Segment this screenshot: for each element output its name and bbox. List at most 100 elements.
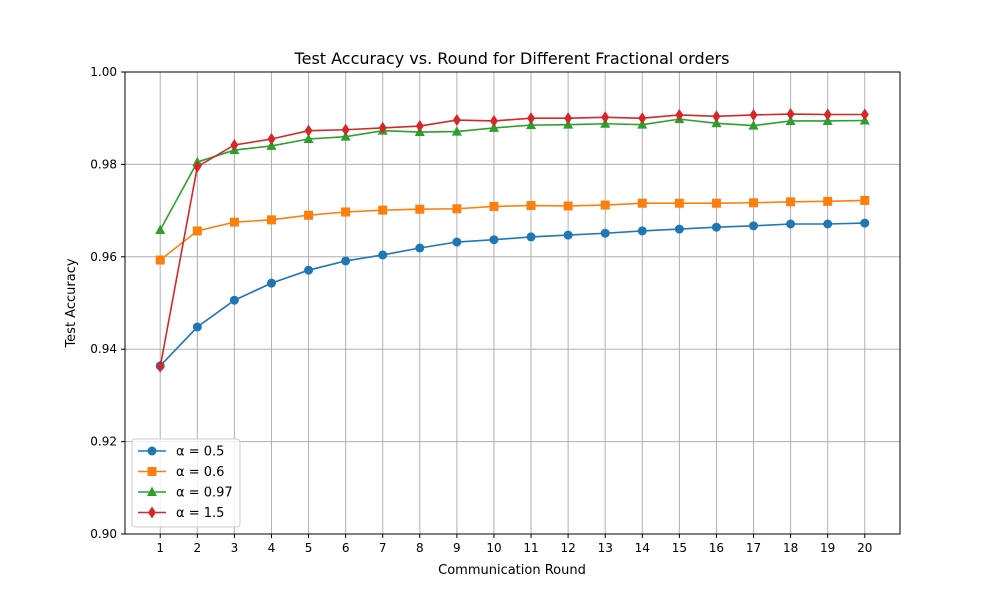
y-tick-label: 0.98 xyxy=(90,157,117,171)
marker-square xyxy=(860,195,870,205)
x-axis-label: Communication Round xyxy=(438,563,586,578)
marker-diamond xyxy=(786,108,795,121)
marker-circle xyxy=(674,224,684,234)
marker-triangle xyxy=(748,120,759,130)
x-tick-label: 7 xyxy=(379,541,387,555)
marker-circle xyxy=(860,218,870,228)
y-axis-label: Test Accuracy xyxy=(64,258,79,348)
marker-diamond xyxy=(415,120,424,133)
marker-circle xyxy=(526,232,536,242)
marker-square xyxy=(192,226,202,236)
y-tick-label: 1.00 xyxy=(90,65,117,79)
marker-diamond xyxy=(148,506,156,519)
x-tick-label: 11 xyxy=(523,541,538,555)
series-line xyxy=(159,118,865,231)
x-tick-label: 1 xyxy=(156,541,164,555)
x-tick-label: 4 xyxy=(268,541,276,555)
marker-diamond xyxy=(156,360,165,373)
marker-circle xyxy=(229,295,239,305)
marker-square xyxy=(415,204,425,214)
y-tick-label: 0.90 xyxy=(90,527,117,541)
x-tick-label: 3 xyxy=(231,541,239,555)
marker-square xyxy=(378,205,388,215)
marker-square xyxy=(147,467,157,476)
marker-diamond xyxy=(527,112,536,125)
marker-square xyxy=(229,217,239,227)
x-tick-label: 14 xyxy=(635,541,650,555)
marker-square xyxy=(823,196,833,206)
legend-label: α = 0.5 xyxy=(176,445,224,460)
marker-circle xyxy=(637,226,647,236)
marker-circle xyxy=(600,228,610,238)
series-square xyxy=(155,195,870,265)
y-tick-label: 0.96 xyxy=(90,250,117,264)
marker-circle xyxy=(341,256,351,266)
marker-circle xyxy=(266,278,276,288)
x-tick-label: 6 xyxy=(342,541,350,555)
marker-diamond xyxy=(675,108,684,121)
marker-circle xyxy=(786,219,796,229)
marker-diamond xyxy=(304,124,313,137)
series-circle xyxy=(155,218,870,371)
marker-triangle xyxy=(711,117,722,128)
y-tick-label: 0.94 xyxy=(90,342,117,356)
x-tick-label: 5 xyxy=(305,541,313,555)
marker-square xyxy=(563,201,573,211)
marker-circle xyxy=(415,243,425,253)
marker-square xyxy=(266,215,276,225)
marker-square xyxy=(711,198,721,208)
marker-triangle xyxy=(303,133,314,143)
marker-triangle xyxy=(785,115,796,125)
x-tick-label: 12 xyxy=(560,541,575,555)
grid xyxy=(125,71,900,535)
marker-diamond xyxy=(638,112,647,125)
marker-diamond xyxy=(712,110,721,123)
marker-square xyxy=(600,200,610,210)
marker-diamond xyxy=(564,112,573,125)
x-tick-label: 16 xyxy=(709,541,724,555)
marker-circle xyxy=(711,222,721,232)
marker-diamond xyxy=(749,108,758,121)
marker-square xyxy=(304,210,314,220)
marker-diamond xyxy=(823,108,832,121)
marker-triangle xyxy=(340,131,351,141)
legend-label: α = 0.6 xyxy=(176,465,224,480)
x-tick-label: 8 xyxy=(416,541,424,555)
series-lines xyxy=(155,108,870,373)
marker-circle xyxy=(452,237,462,247)
marker-diamond xyxy=(378,121,387,134)
x-tick-label: 17 xyxy=(746,541,761,555)
marker-circle xyxy=(563,230,573,240)
chart-title: Test Accuracy vs. Round for Different Fr… xyxy=(294,49,730,68)
plot-frame xyxy=(124,71,901,535)
legend-label: α = 0.97 xyxy=(176,486,233,501)
marker-circle xyxy=(489,235,499,245)
y-tick-label: 0.92 xyxy=(90,435,117,449)
x-tick-label: 20 xyxy=(857,541,872,555)
series-diamond xyxy=(156,108,869,373)
marker-triangle xyxy=(526,119,537,130)
marker-diamond xyxy=(452,114,461,127)
marker-circle xyxy=(749,221,759,231)
marker-diamond xyxy=(267,132,276,145)
marker-diamond xyxy=(489,114,498,127)
marker-square xyxy=(526,201,536,211)
marker-circle xyxy=(304,265,314,275)
marker-triangle xyxy=(488,122,499,132)
marker-triangle xyxy=(451,126,462,136)
marker-square xyxy=(452,204,462,214)
series-line xyxy=(159,199,865,261)
marker-square xyxy=(786,197,796,207)
marker-diamond xyxy=(193,160,202,173)
legend-box xyxy=(131,438,241,528)
marker-diamond xyxy=(601,111,610,124)
marker-square xyxy=(155,255,165,265)
x-tick-label: 10 xyxy=(486,541,501,555)
x-tick-label: 9 xyxy=(453,541,461,555)
x-tick-label: 2 xyxy=(193,541,201,555)
marker-diamond xyxy=(230,138,239,151)
x-tick-label: 19 xyxy=(820,541,835,555)
marker-circle xyxy=(378,250,388,260)
axis-ticks: 1 2 3 4 5 6 7 8 9 10 11 12 13 14 15 16 17 18 19 200.900.920… xyxy=(90,65,872,555)
